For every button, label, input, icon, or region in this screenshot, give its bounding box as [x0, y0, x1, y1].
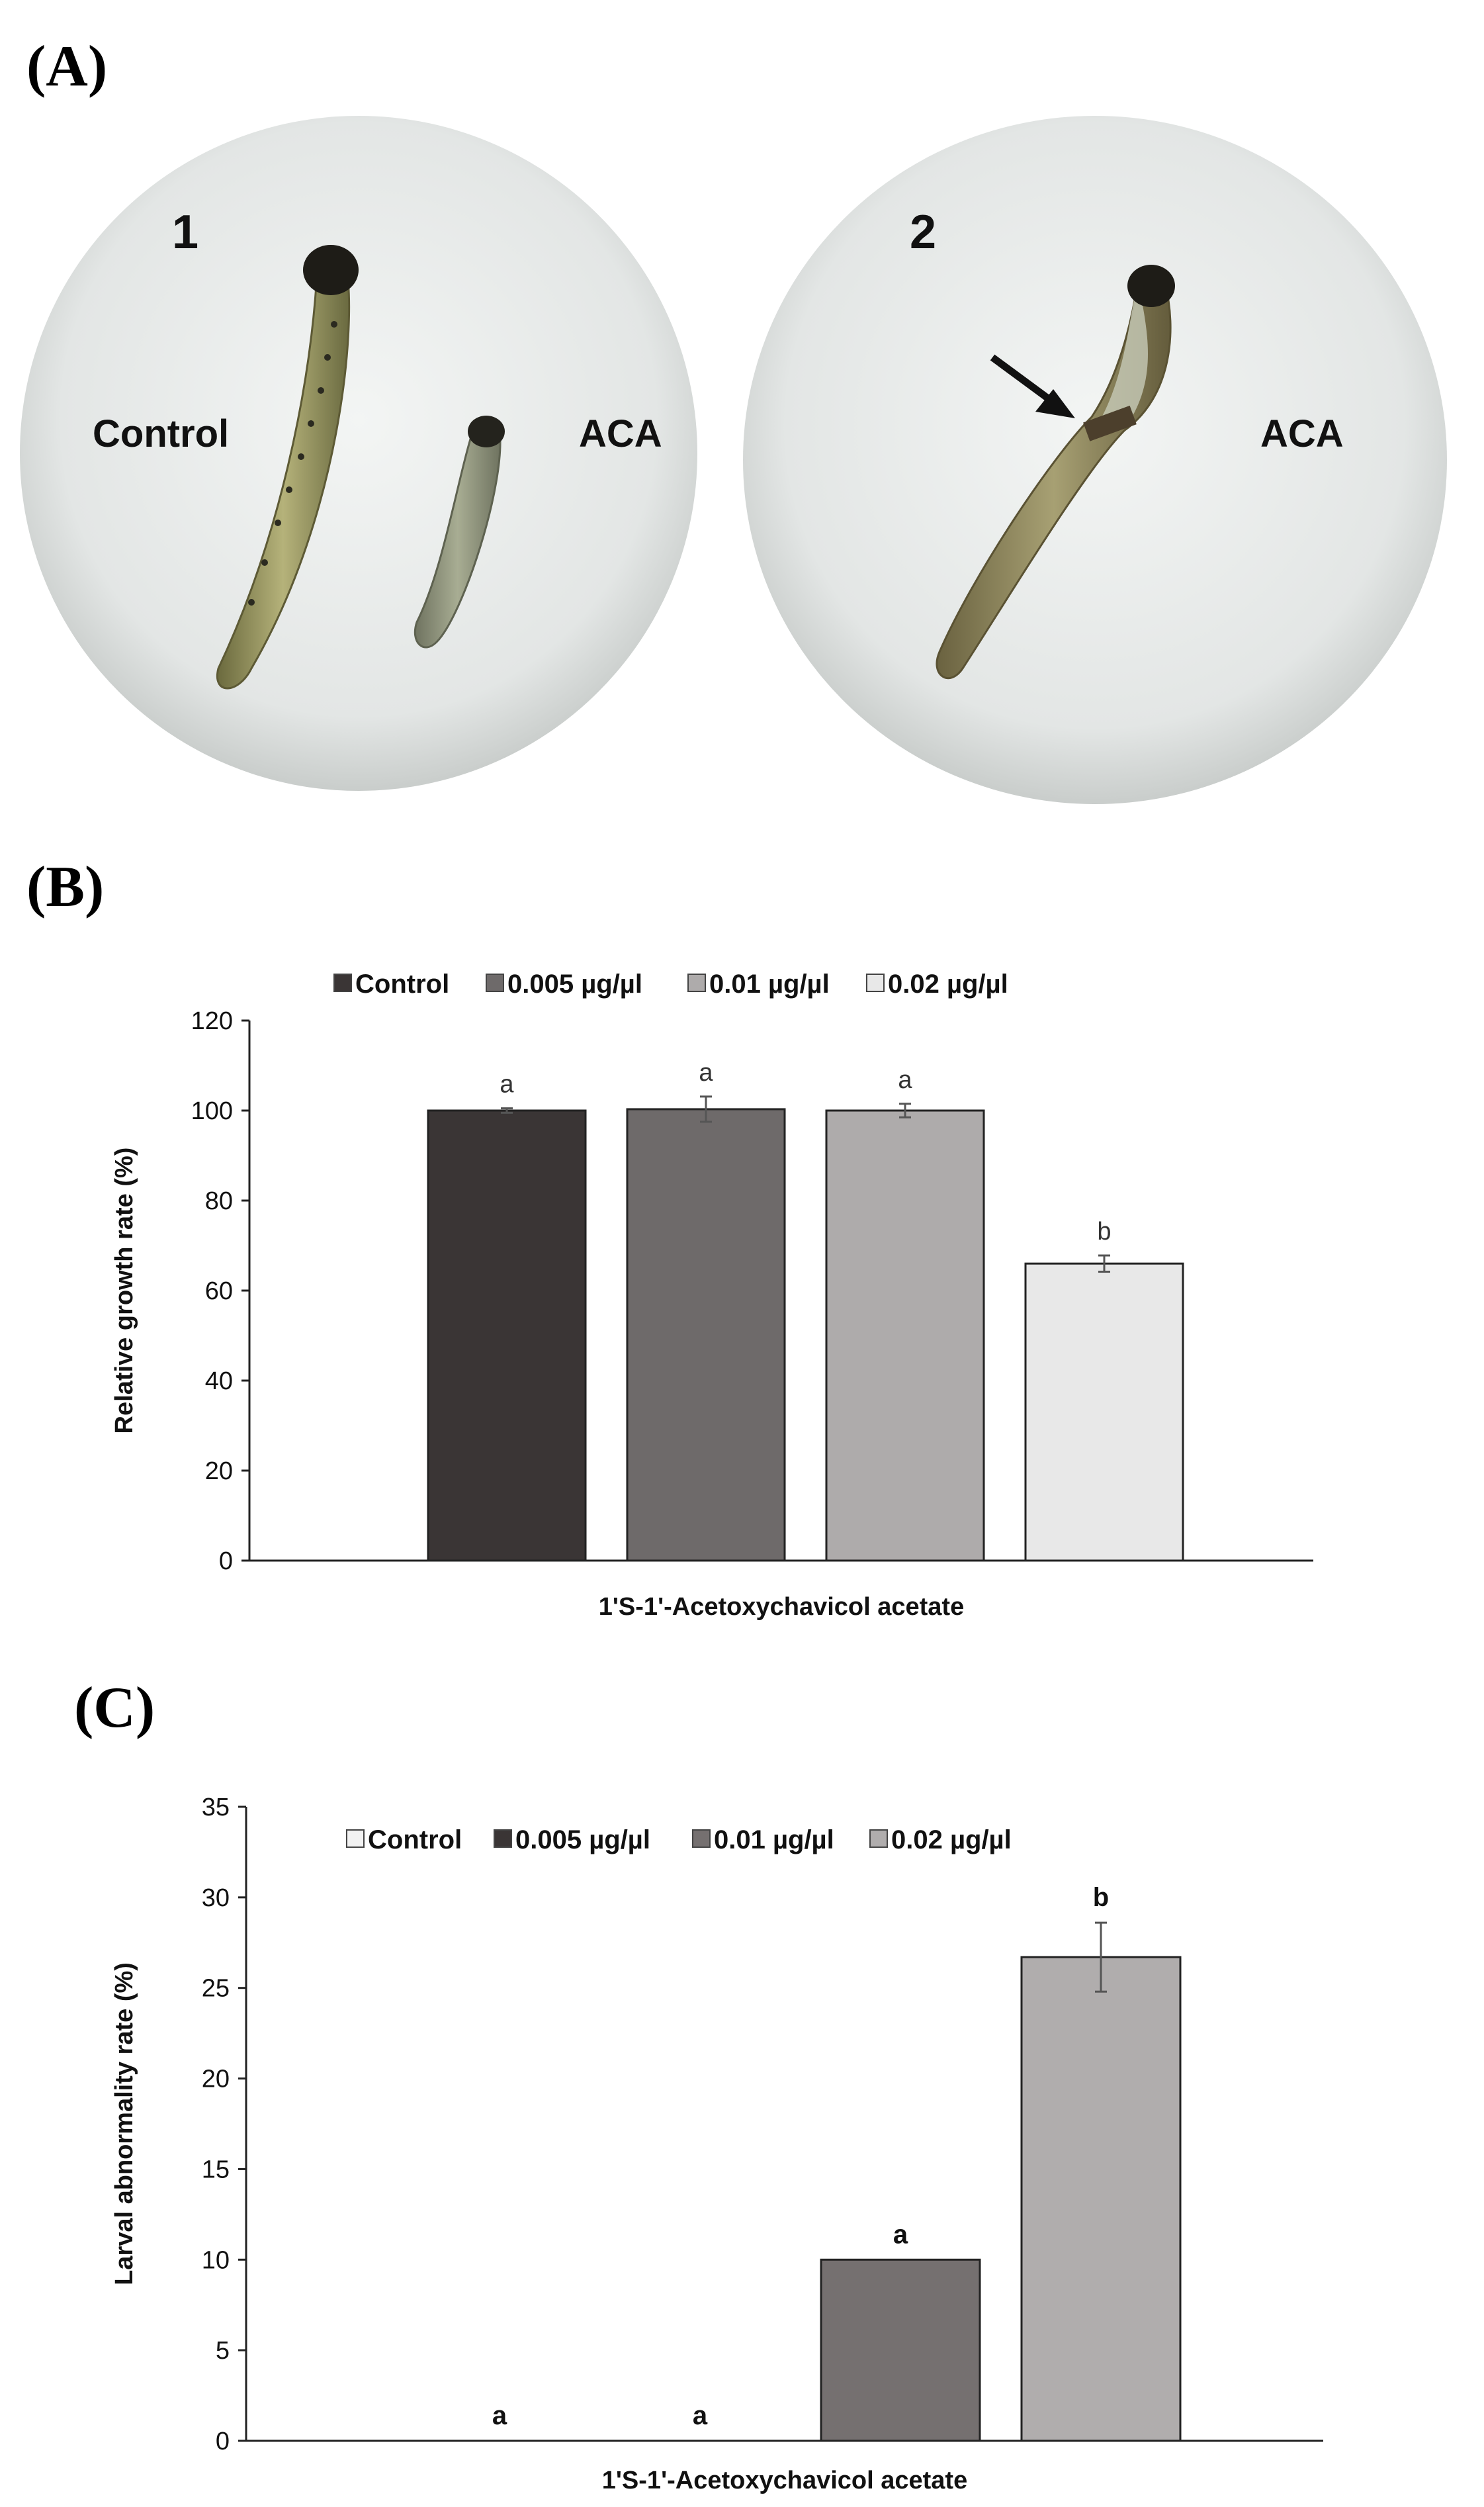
- chart-b-x-axis-title: 1'S-1'-Acetoxychavicol acetate: [599, 1593, 964, 1621]
- chart-c-bar: [1020, 1956, 1182, 2442]
- chart-c-error-bar: [1095, 1921, 1107, 1993]
- photo-dish-2: 2 ACA: [743, 116, 1447, 804]
- chart-c-legend-item: 0.02 µg/µl: [869, 1825, 1012, 1854]
- chart-b-significance-label: a: [699, 1059, 713, 1087]
- panel-label-b: (B): [26, 855, 105, 919]
- chart-b-y-tick-label: 80: [205, 1187, 233, 1215]
- chart-b-legend-label: Control: [355, 970, 449, 999]
- chart-c-significance-label: b: [1093, 1883, 1109, 1912]
- photo-dish-1: 1 Control ACA: [20, 116, 697, 791]
- petri-dish-1: [20, 116, 697, 791]
- chart-b-y-tick-label: 0: [219, 1547, 233, 1575]
- chart-c-legend-label: 0.02 µg/µl: [891, 1825, 1012, 1854]
- chart-b-legend-swatch: [866, 974, 885, 992]
- chart-c-legend-swatch: [494, 1829, 512, 1848]
- chart-c-legend-item: 0.005 µg/µl: [494, 1825, 650, 1854]
- chart-c-legend-swatch: [692, 1829, 711, 1848]
- photo-1-control-label: Control: [93, 412, 229, 455]
- chart-b-legend-label: 0.01 µg/µl: [709, 970, 830, 999]
- panel-a-photos: 1 Control ACA 2 ACA: [20, 116, 1447, 804]
- chart-b-legend-swatch: [333, 974, 352, 992]
- photo-2-aca-label: ACA: [1260, 412, 1344, 455]
- chart-b-y-tick-label: 20: [205, 1457, 233, 1485]
- chart-b: 0 20 40 60 80 100 120 Relative growth rate (%) 1…: [110, 970, 1313, 1621]
- chart-b-legend-item: 0.02 µg/µl: [866, 970, 1008, 999]
- chart-c-y-tick-label: 15: [202, 2156, 230, 2183]
- chart-b-significance-label: b: [1097, 1218, 1111, 1246]
- chart-c-y-tick-label: 5: [216, 2337, 230, 2365]
- chart-b-error-bar: [501, 1107, 513, 1114]
- chart-b-error-bar: [1098, 1254, 1110, 1273]
- control-larva-image: [216, 245, 359, 690]
- chart-b-legend-label: 0.005 µg/µl: [507, 970, 642, 999]
- chart-c-y-tick-label: 25: [202, 1975, 230, 2003]
- chart-b-y-tick-label: 120: [191, 1007, 233, 1035]
- chart-c-legend-item: Control: [346, 1825, 462, 1854]
- chart-c-y-tick-label: 0: [216, 2428, 230, 2455]
- chart-b-bar: [427, 1109, 587, 1562]
- photo-1-number: 1: [172, 206, 198, 259]
- chart-b-legend-item: 0.005 µg/µl: [486, 970, 642, 999]
- chart-c-legend-swatch: [869, 1829, 888, 1848]
- chart-b-significance-label: a: [500, 1071, 514, 1099]
- chart-c-y-tick-label: 10: [202, 2246, 230, 2274]
- chart-b-significance-label: a: [898, 1066, 912, 1094]
- photo-2-number: 2: [910, 206, 936, 259]
- chart-b-y-tick-label: 40: [205, 1367, 233, 1395]
- arrow-icon: [990, 354, 1075, 418]
- panel-label-a: (A): [26, 34, 108, 99]
- chart-c-y-tick-label: 20: [202, 2066, 230, 2093]
- chart-b-legend-item: Control: [333, 970, 449, 999]
- chart-c-significance-label: a: [893, 2220, 908, 2249]
- chart-c-legend-label: 0.01 µg/µl: [714, 1825, 834, 1854]
- panel-label-c: (C): [74, 1676, 155, 1740]
- chart-b-y-tick-label: 60: [205, 1277, 233, 1305]
- chart-b-legend-item: 0.01 µg/µl: [687, 970, 830, 999]
- chart-c-legend-label: 0.005 µg/µl: [515, 1825, 650, 1854]
- chart-b-y-tick-label: 100: [191, 1097, 233, 1125]
- chart-c-y-axis-title: Larval abnormality rate (%): [110, 1962, 138, 2285]
- chart-c-significance-label: a: [492, 2401, 507, 2430]
- chart-b-legend-label: 0.02 µg/µl: [888, 970, 1008, 999]
- photo-1-aca-label: ACA: [579, 412, 662, 455]
- chart-b-legend-swatch: [687, 974, 706, 992]
- chart-c-y-tick-label: 30: [202, 1884, 230, 1912]
- chart-b-bar: [1024, 1262, 1184, 1562]
- chart-b-bar: [825, 1109, 985, 1562]
- chart-b-bar: [626, 1108, 786, 1562]
- chart-c-bar: [820, 2258, 981, 2442]
- aca-larva-image: [414, 416, 505, 649]
- chart-c-y-tick-label: 35: [202, 1794, 230, 1821]
- chart-b-error-bar: [700, 1095, 712, 1123]
- chart-b-y-axis-title: Relative growth rate (%): [110, 1148, 138, 1434]
- chart-c-x-axis-title: 1'S-1'-Acetoxychavicol acetate: [602, 2467, 967, 2494]
- chart-c-legend-item: 0.01 µg/µl: [692, 1825, 834, 1854]
- chart-c: 0 5 10 15 20 25 30 35 Larval abnormality rate (%…: [110, 1794, 1323, 2494]
- chart-b-legend-swatch: [486, 974, 504, 992]
- abnormal-larva-image: [936, 265, 1175, 680]
- chart-c-legend-label: Control: [368, 1825, 462, 1854]
- chart-c-legend-swatch: [346, 1829, 365, 1848]
- chart-b-error-bar: [899, 1103, 911, 1118]
- chart-c-significance-label: a: [693, 2401, 708, 2430]
